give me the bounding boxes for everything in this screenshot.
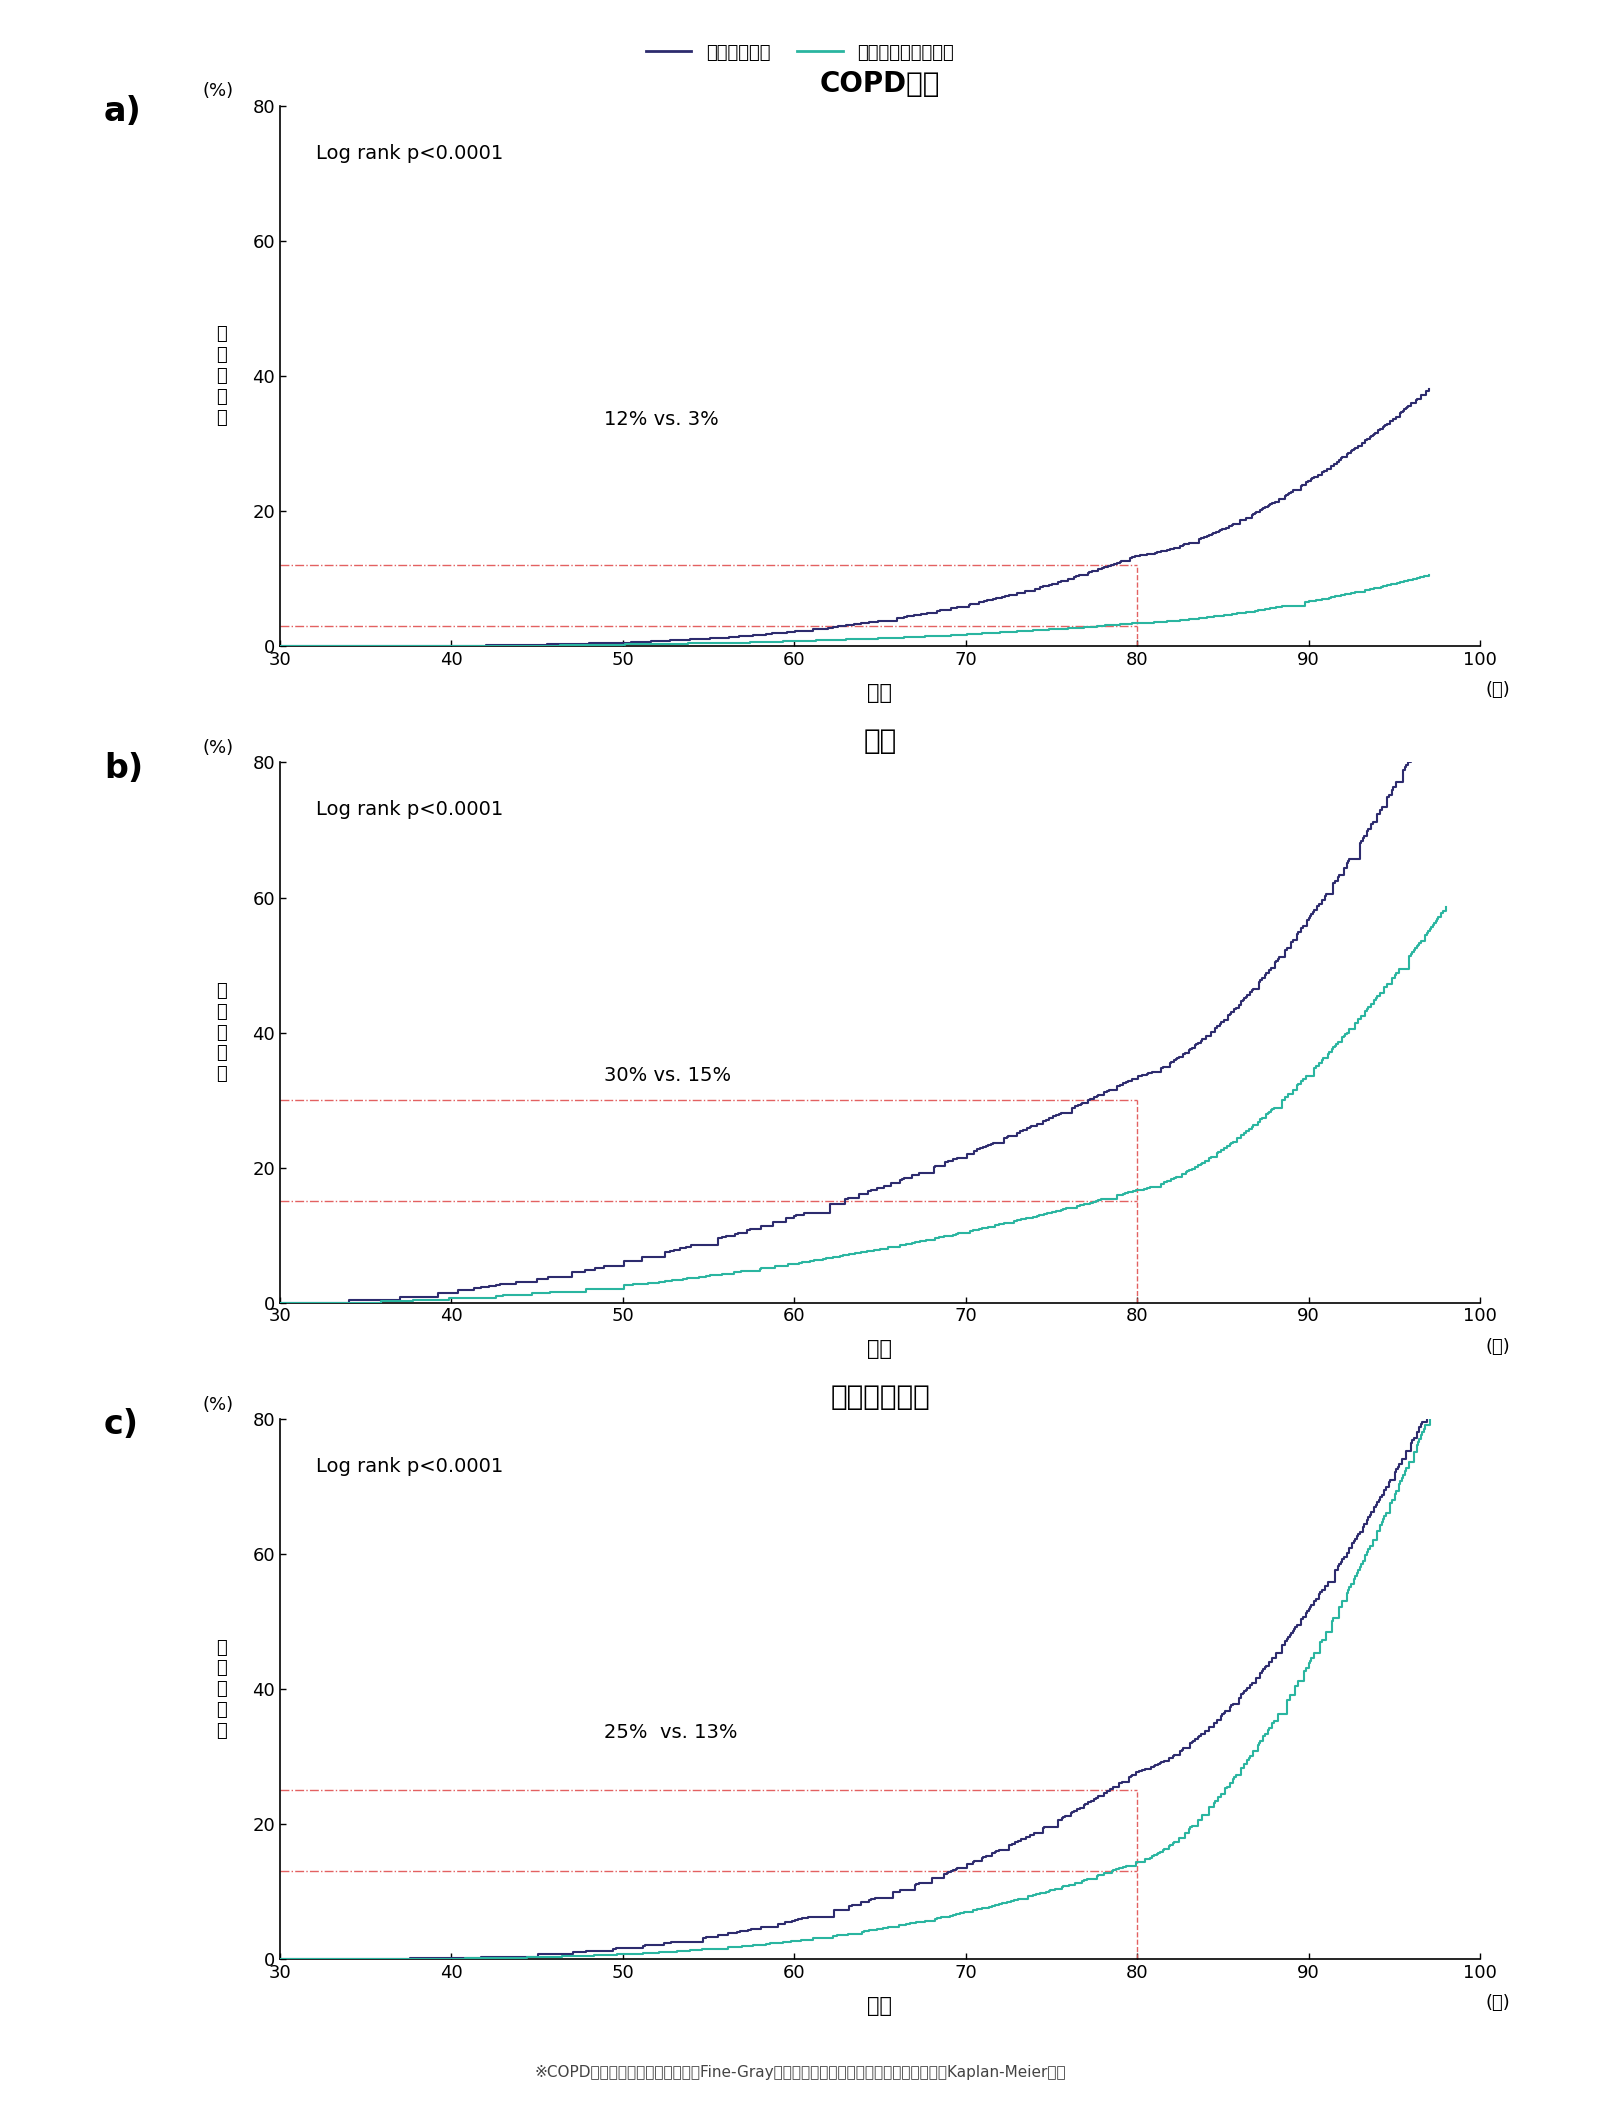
Text: (%): (%) <box>202 1396 234 1413</box>
Text: (歳): (歳) <box>1486 682 1510 699</box>
X-axis label: 年齢: 年齢 <box>867 1995 893 2016</box>
Y-axis label: 累
積
発
生
率: 累 積 発 生 率 <box>216 326 227 426</box>
X-axis label: 年齢: 年齢 <box>867 1339 893 1360</box>
Text: Log rank p<0.0001: Log rank p<0.0001 <box>317 801 504 820</box>
Text: ※COPD増悪と肺炎の累積発生率はFine-Gray競合リスクモデル。全死亡の累積発生率はKaplan-Meier分析: ※COPD増悪と肺炎の累積発生率はFine-Gray競合リスクモデル。全死亡の累… <box>534 2065 1066 2080</box>
Legend: 慢性咳嗽患者, 慢性咳嗽がない患者: 慢性咳嗽患者, 慢性咳嗽がない患者 <box>638 36 962 70</box>
Title: COPD増悪: COPD増悪 <box>819 70 941 97</box>
Text: (歳): (歳) <box>1486 1995 1510 2012</box>
Text: (歳): (歳) <box>1486 1339 1510 1356</box>
Y-axis label: 累
積
発
生
率: 累 積 発 生 率 <box>216 1639 227 1739</box>
Text: c): c) <box>104 1408 139 1442</box>
Text: (%): (%) <box>202 739 234 756</box>
Text: a): a) <box>104 95 142 129</box>
Title: 肺炎: 肺炎 <box>864 726 896 754</box>
Text: 30% vs. 15%: 30% vs. 15% <box>605 1065 731 1084</box>
Text: (%): (%) <box>202 83 234 100</box>
Text: Log rank p<0.0001: Log rank p<0.0001 <box>317 1457 504 1476</box>
X-axis label: 年齢: 年齢 <box>867 682 893 703</box>
Title: 全死因死亡率: 全死因死亡率 <box>830 1383 930 1411</box>
Text: Log rank p<0.0001: Log rank p<0.0001 <box>317 144 504 163</box>
Y-axis label: 累
積
発
生
率: 累 積 発 生 率 <box>216 983 227 1082</box>
Text: b): b) <box>104 752 142 786</box>
Text: 25%  vs. 13%: 25% vs. 13% <box>605 1722 738 1741</box>
Text: 12% vs. 3%: 12% vs. 3% <box>605 409 718 428</box>
